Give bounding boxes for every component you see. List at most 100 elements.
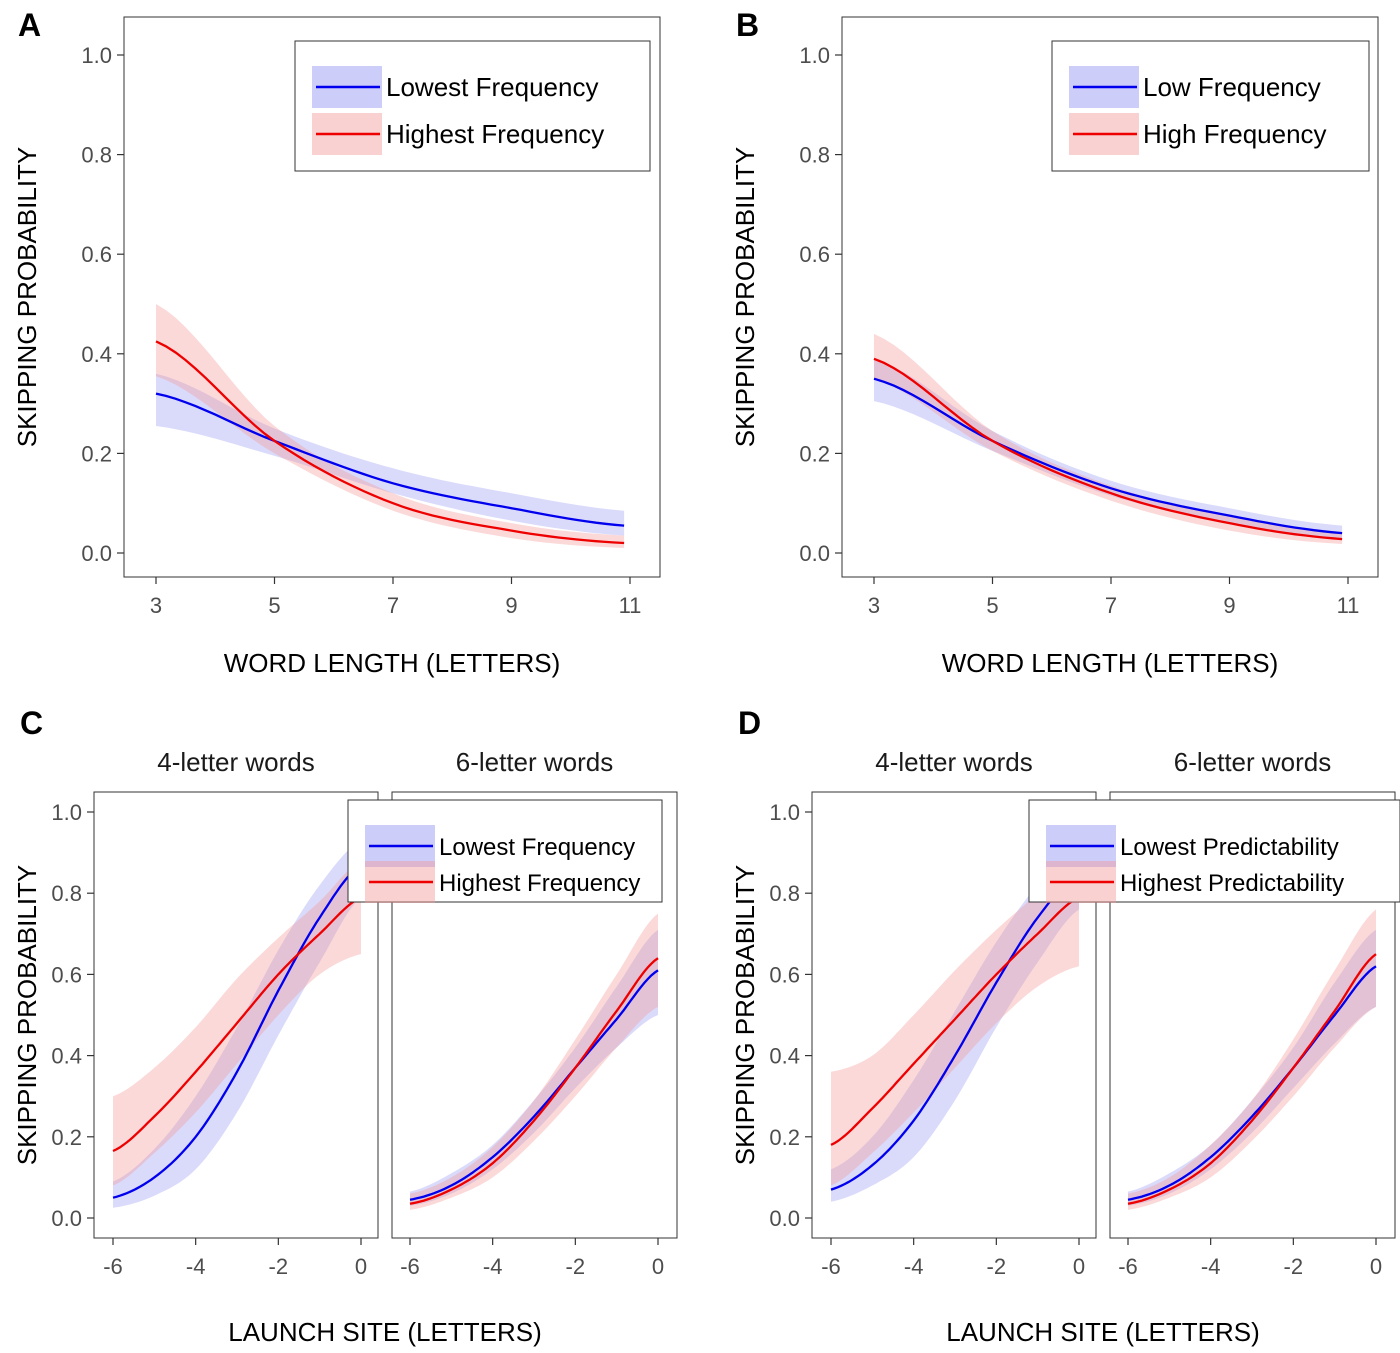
panel-c-facet-1-x-tick-label: -2 xyxy=(269,1254,289,1279)
panel-c: C 4-letter words -6 -4 -2 0 6-letter words -6 -4… xyxy=(12,705,678,1347)
panel-a-series-line-high xyxy=(155,340,625,545)
panel-d-y-tick-label: 0.4 xyxy=(769,1044,800,1069)
panel-c-y-tick-label: 0.8 xyxy=(51,881,82,906)
panel-b: B 0.0 0.2 0.4 0.6 0.8 1.0 3 5 7 9 11 WORD LENGTH (LE… xyxy=(730,7,1379,678)
panel-a-x-tick-label: 7 xyxy=(387,593,399,618)
panel-letter: A xyxy=(18,7,41,43)
panel-b-series-line-high xyxy=(873,357,1343,541)
panel-c-facet-2-series-line-high xyxy=(409,957,659,1205)
panel-d-y-tick-label: 0.6 xyxy=(769,962,800,987)
legend-box xyxy=(294,40,651,172)
x-axis-title: LAUNCH SITE (LETTERS) xyxy=(946,1317,1260,1347)
legend-label: Lowest Frequency xyxy=(439,834,635,861)
panel-c-facet-1-series-line-high xyxy=(112,896,362,1153)
x-axis-title: WORD LENGTH (LETTERS) xyxy=(224,648,561,678)
panel-d: D 4-letter words -6 -4 -2 0 6-letter words -6 -4… xyxy=(730,705,1400,1347)
panel-letter: B xyxy=(736,7,759,43)
legend-label: Low Frequency xyxy=(1143,72,1321,102)
panel-b-series-line-low xyxy=(873,377,1343,535)
legend-label: High Frequency xyxy=(1143,119,1327,149)
panel-b-x-tick-label: 5 xyxy=(986,593,998,618)
panel-b-y-tick-label: 0.0 xyxy=(799,541,830,566)
panel-c-y-tick-label: 0.4 xyxy=(51,1044,82,1069)
y-axis-title: SKIPPING PROBABILITY xyxy=(12,865,42,1166)
x-axis-title: WORD LENGTH (LETTERS) xyxy=(942,648,1279,678)
panel-a-ci-band-low xyxy=(156,373,625,536)
panel-d-facet-1-x-tick-label: -6 xyxy=(821,1254,841,1279)
panel-b-x-tick-label: 3 xyxy=(868,593,880,618)
legend-label: Lowest Frequency xyxy=(386,72,598,102)
panel-a-x-tick-label: 5 xyxy=(268,593,280,618)
panel-a-x-tick-label: 3 xyxy=(150,593,162,618)
facet-strip-label: 4-letter words xyxy=(875,747,1033,777)
panel-d-facet-1-series-line-high xyxy=(830,896,1080,1146)
facet-strip-label: 6-letter words xyxy=(1174,747,1332,777)
panel-a-series-line-low xyxy=(155,392,625,527)
panel-b-x-tick-label: 11 xyxy=(1337,593,1360,618)
panel-d-facet-2-x-tick-label: 0 xyxy=(1370,1254,1382,1279)
panel-c-facet-1-x-tick-label: -6 xyxy=(103,1254,123,1279)
legend-label: Highest Predictability xyxy=(1120,870,1344,897)
panel-b-x-tick-label: 9 xyxy=(1223,593,1235,618)
facet-strip-label: 4-letter words xyxy=(157,747,315,777)
panel-b-y-tick-label: 1.0 xyxy=(799,43,830,68)
y-axis-title: SKIPPING PROBABILITY xyxy=(730,147,760,448)
panel-c-facet-1-x-tick-label: -4 xyxy=(186,1254,206,1279)
panel-a-y-tick-label: 0.6 xyxy=(81,242,112,267)
panel-d-facet-1-x-tick-label: -2 xyxy=(987,1254,1007,1279)
panel-a-x-tick-label: 9 xyxy=(505,593,517,618)
panel-b-x-tick-label: 7 xyxy=(1105,593,1117,618)
panel-d-y-tick-label: 1.0 xyxy=(769,800,800,825)
panel-b-y-tick-label: 0.2 xyxy=(799,441,830,466)
panel-b-y-tick-label: 0.6 xyxy=(799,242,830,267)
panel-d-facet-1-ci-band-low xyxy=(831,848,1079,1202)
panel-b-y-tick-label: 0.8 xyxy=(799,143,830,168)
panel-c-facet-1-ci-band-low xyxy=(113,840,361,1208)
panel-c-y-tick-label: 0.0 xyxy=(51,1206,82,1231)
y-axis-title: SKIPPING PROBABILITY xyxy=(730,865,760,1166)
facet-strip-label: 6-letter words xyxy=(456,747,614,777)
legend-box xyxy=(1051,40,1370,172)
panel-a-y-tick-label: 0.8 xyxy=(81,143,112,168)
panel-a-ci-band-high xyxy=(156,304,625,548)
panel-a-x-tick-label: 11 xyxy=(619,593,642,618)
y-axis-title: SKIPPING PROBABILITY xyxy=(12,147,42,448)
legend-box xyxy=(347,799,663,903)
panel-d-facet-2-x-tick-label: -6 xyxy=(1118,1254,1138,1279)
panel-c-facet-1-series-line-low xyxy=(112,863,362,1199)
panel-b-ci-band-low xyxy=(874,358,1343,539)
panel-letter: C xyxy=(20,705,43,741)
panel-c-facet-2-x-tick-label: -6 xyxy=(400,1254,420,1279)
x-axis-title: LAUNCH SITE (LETTERS) xyxy=(228,1317,542,1347)
panel-a: A 0.0 0.2 0.4 0.6 0.8 1.0 3 5 7 9 11 WORD LENGTH (LE… xyxy=(12,7,661,678)
legend-label: Highest Frequency xyxy=(386,119,604,149)
panel-c-facet-2-x-tick-label: 0 xyxy=(652,1254,664,1279)
panel-a-y-tick-label: 1.0 xyxy=(81,43,112,68)
legend-box xyxy=(1028,799,1400,903)
panel-c-facet-2-x-tick-label: -4 xyxy=(483,1254,503,1279)
panel-d-y-tick-label: 0.0 xyxy=(769,1206,800,1231)
panel-c-y-tick-label: 0.2 xyxy=(51,1125,82,1150)
panel-d-facet-1-series-line-low xyxy=(830,871,1080,1191)
panel-c-facet-2-series-line-low xyxy=(409,969,659,1201)
panel-c-y-tick-label: 0.6 xyxy=(51,962,82,987)
panel-c-facet-2-x-tick-label: -2 xyxy=(566,1254,586,1279)
panel-d-facet-2-x-tick-label: -2 xyxy=(1284,1254,1304,1279)
legend-label: Lowest Predictability xyxy=(1120,834,1339,861)
panel-d-facet-2-x-tick-label: -4 xyxy=(1201,1254,1221,1279)
panel-d-facet-2-series-line-low xyxy=(1127,965,1377,1201)
panel-d-facet-1-x-tick-label: 0 xyxy=(1073,1254,1085,1279)
legend-label: Highest Frequency xyxy=(439,870,640,897)
panel-a-y-tick-label: 0.4 xyxy=(81,342,112,367)
panel-a-y-tick-label: 0.0 xyxy=(81,541,112,566)
panel-a-y-tick-label: 0.2 xyxy=(81,441,112,466)
panel-d-y-tick-label: 0.2 xyxy=(769,1125,800,1150)
panel-c-facet-1-x-tick-label: 0 xyxy=(355,1254,367,1279)
panel-c-y-tick-label: 1.0 xyxy=(51,800,82,825)
panel-d-y-tick-label: 0.8 xyxy=(769,881,800,906)
facet-1: 4-letter words -6 -4 -2 0 xyxy=(93,747,379,1279)
panel-letter: D xyxy=(738,705,761,741)
panel-b-y-tick-label: 0.4 xyxy=(799,342,830,367)
